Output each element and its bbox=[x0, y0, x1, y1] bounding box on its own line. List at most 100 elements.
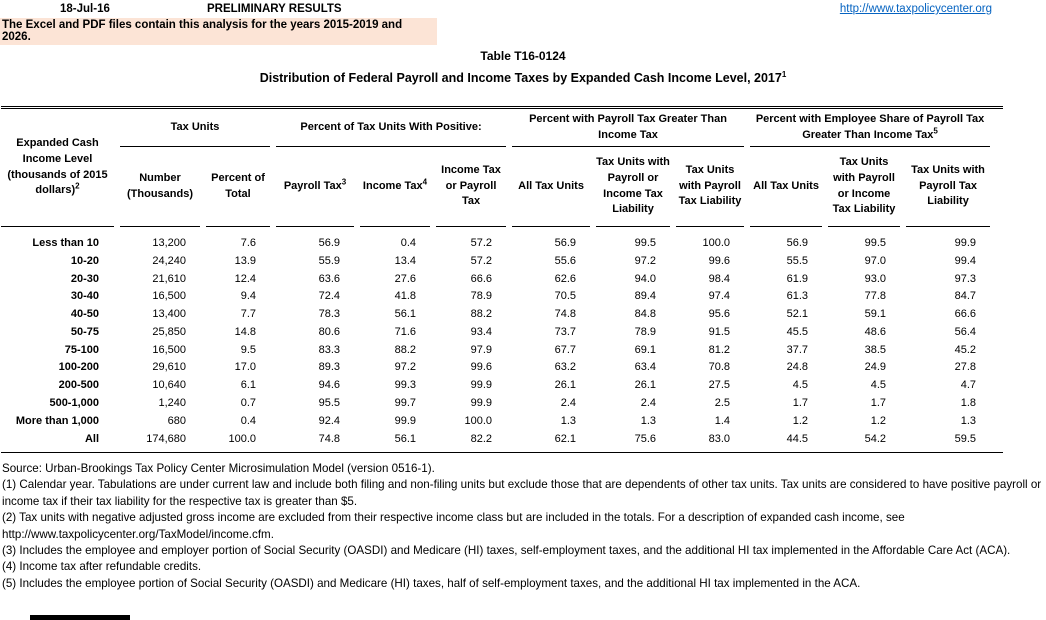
cell: 17.0 bbox=[234, 361, 257, 374]
column-header-income-or-payroll: Income Tax or Payroll Tax bbox=[436, 147, 507, 227]
cell: 24,240 bbox=[152, 254, 186, 267]
footnote: (3) Includes the employee and employer p… bbox=[2, 544, 1011, 558]
cell: 16,500 bbox=[152, 290, 186, 303]
footnote: Source: Urban-Brookings Tax Policy Cente… bbox=[2, 462, 435, 475]
cell: 98.4 bbox=[708, 272, 731, 285]
cell: 7.7 bbox=[240, 308, 257, 321]
cell: 13.9 bbox=[234, 254, 257, 267]
cell: 13,400 bbox=[152, 308, 186, 321]
cell: 45.2 bbox=[954, 343, 977, 356]
cell: 97.2 bbox=[634, 254, 657, 267]
cell: 37.7 bbox=[786, 343, 809, 356]
cell: 88.2 bbox=[394, 343, 417, 356]
cell: 16,500 bbox=[152, 343, 186, 356]
column-header-number: Number (Thousands) bbox=[120, 147, 200, 227]
cell: 2.4 bbox=[640, 397, 657, 410]
cell: 77.8 bbox=[864, 290, 887, 303]
cell: 4.7 bbox=[960, 379, 977, 392]
group-header-payroll-gt-income: Percent with Payroll Tax Greater Than In… bbox=[512, 109, 745, 147]
cell: 14.8 bbox=[234, 325, 257, 338]
cell: 99.7 bbox=[394, 397, 417, 410]
cell: 63.4 bbox=[634, 361, 657, 374]
cell: 4.5 bbox=[792, 379, 809, 392]
cell: 73.7 bbox=[554, 325, 577, 338]
cell: 97.4 bbox=[708, 290, 731, 303]
footnote: (4) Income tax after refundable credits. bbox=[2, 560, 202, 574]
cell: 99.6 bbox=[470, 361, 493, 374]
column-header-payroll-liability-2: Tax Units with Payroll Tax Liability bbox=[906, 147, 991, 227]
cell: 6.1 bbox=[240, 379, 257, 392]
cell: 84.7 bbox=[954, 290, 977, 303]
cell: 91.5 bbox=[708, 325, 731, 338]
cell: 1.3 bbox=[560, 414, 577, 427]
cell: 41.8 bbox=[394, 290, 417, 303]
cell: 61.3 bbox=[786, 290, 809, 303]
table-row: Less than 10 13,200 7.6 56.9 0.4 57.2 56.9 99.5… bbox=[1, 227, 990, 252]
table-row: 40-50 13,400 7.7 78.3 56.1 88.2 74.8 84.8 95.6 52… bbox=[1, 306, 990, 324]
cell: 78.3 bbox=[318, 308, 341, 321]
cell: 71.6 bbox=[394, 325, 417, 338]
cell: 55.6 bbox=[554, 254, 577, 267]
cell: 1.2 bbox=[792, 414, 809, 427]
cell: 62.6 bbox=[554, 272, 577, 285]
cell: 66.6 bbox=[954, 308, 977, 321]
cell: 9.4 bbox=[240, 290, 257, 303]
footnote-marker: 2 bbox=[75, 181, 80, 191]
cell: 57.2 bbox=[470, 254, 493, 267]
footnote-marker: 4 bbox=[422, 177, 428, 187]
cell: 174,680 bbox=[146, 432, 186, 445]
table-top-rule bbox=[1, 106, 1003, 109]
cell: 56.1 bbox=[394, 308, 417, 321]
cell: 81.2 bbox=[708, 343, 731, 356]
taxpolicycenter-link[interactable]: http://www.taxpolicycenter.org bbox=[839, 3, 992, 15]
cell: 56.9 bbox=[786, 237, 809, 249]
table-bottom-rule bbox=[1, 451, 1003, 453]
table-number-title: Table T16-0124 bbox=[480, 49, 566, 63]
cell: 78.9 bbox=[470, 290, 493, 303]
footnotes-block: Source: Urban-Brookings Tax Policy Cente… bbox=[2, 461, 1044, 592]
cell: 0.4 bbox=[400, 237, 417, 249]
footnote: (2) Tax units with negative adjusted gro… bbox=[2, 511, 905, 541]
cell: 99.3 bbox=[394, 379, 417, 392]
cell: 56.4 bbox=[954, 325, 977, 338]
cell: 88.2 bbox=[470, 308, 493, 321]
column-header-payroll-or-income-liability-2: Tax Units with Payroll or Income Tax Lia… bbox=[828, 147, 901, 227]
cell: 57.2 bbox=[470, 237, 493, 249]
cell: 83.0 bbox=[708, 432, 731, 445]
cell: 27.6 bbox=[394, 272, 417, 285]
table-row: All 174,680 100.0 74.8 56.1 82.2 62.1 75.6 83.0 4… bbox=[1, 430, 990, 448]
top-bar: 18-Jul-16 PRELIMINARY RESULTS http://www… bbox=[0, 3, 1046, 19]
clipped-content-bar bbox=[30, 615, 130, 620]
cell: 12.4 bbox=[234, 272, 257, 285]
group-header-percent-positive: Percent of Tax Units With Positive: bbox=[276, 109, 507, 147]
cell: 1.7 bbox=[792, 397, 809, 410]
cell: 24.9 bbox=[864, 361, 887, 374]
title-block: Table T16-0124 Distribution of Federal P… bbox=[0, 49, 1046, 85]
table-row: 30-40 16,500 9.4 72.4 41.8 78.9 70.5 89.4 97.4 61… bbox=[1, 288, 990, 306]
cell: 29,610 bbox=[152, 361, 186, 374]
cell: 95.5 bbox=[318, 397, 341, 410]
cell: 70.8 bbox=[708, 361, 731, 374]
column-header-payroll-or-income-liability-1: Tax Units with Payroll or Income Tax Lia… bbox=[596, 147, 671, 227]
cell: 2.4 bbox=[560, 397, 577, 410]
cell: 97.2 bbox=[394, 361, 417, 374]
cell: 72.4 bbox=[318, 290, 341, 303]
cell: 56.9 bbox=[318, 237, 341, 249]
row-label: 75-100 bbox=[64, 343, 99, 356]
cell: 94.6 bbox=[318, 379, 341, 392]
column-header-all-tax-units-2: All Tax Units bbox=[750, 147, 823, 227]
cell: 63.2 bbox=[554, 361, 577, 374]
cell: 100.0 bbox=[464, 414, 493, 427]
cell: 27.8 bbox=[954, 361, 977, 374]
column-header-income-tax: Income Tax4 bbox=[360, 147, 431, 227]
row-label: More than 1,000 bbox=[15, 414, 99, 427]
row-label: 30-40 bbox=[70, 290, 99, 303]
row-label: 20-30 bbox=[70, 272, 99, 285]
cell: 89.4 bbox=[634, 290, 657, 303]
footnote-marker: 3 bbox=[341, 177, 347, 187]
cell: 99.4 bbox=[954, 254, 977, 267]
cell: 0.7 bbox=[240, 397, 257, 410]
cell: 99.5 bbox=[864, 237, 887, 249]
table-row: 50-75 25,850 14.8 80.6 71.6 93.4 73.7 78.9 91.5 4… bbox=[1, 324, 990, 342]
column-header-income-level: Expanded Cash Income Level (thousands of… bbox=[1, 109, 114, 227]
